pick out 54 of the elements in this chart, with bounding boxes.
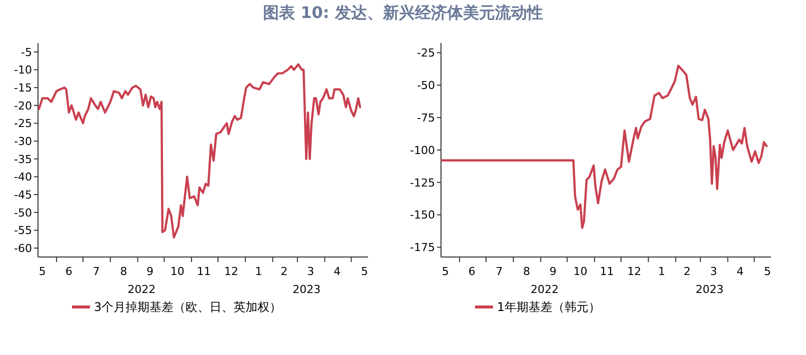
x-tick-label: 9 [146,265,154,278]
text: 2023 [292,283,321,296]
x-tick-label: 2 [280,265,288,278]
y-tick-label: -15 [14,81,32,94]
x-tick-label: 8 [120,265,128,278]
x-tick-label: 9 [550,265,557,278]
y-tick-label: -20 [14,99,32,112]
x-tick-label: 10 [573,265,588,278]
x-tick-label: 5 [360,265,368,278]
y-tick-label: -25 [14,117,32,130]
y-tick-label: -75 [417,111,435,124]
x-tick-label: 6 [65,265,72,278]
x-tick-label: 5 [38,265,46,278]
y-tick-label: -35 [14,152,32,166]
y-tick-label: -55 [14,224,32,238]
x-tick-label: 11 [196,265,211,278]
y-tick-label: -45 [14,188,32,202]
y-tick-label: -25 [417,46,435,60]
text: 2022 [530,283,559,296]
x-tick-label: 5 [764,265,771,278]
x-tick-label: 2 [684,265,691,278]
x-tick-label: 3 [710,265,718,278]
text: 2022 [128,283,156,296]
x-tick-label: 3 [307,265,314,278]
y-tick-label: -40 [14,170,32,184]
y-tick-label: -60 [14,242,32,255]
y-tick-label: -30 [14,134,32,148]
x-tick-label: 7 [92,265,100,278]
y-tick-label: -150 [410,208,435,222]
x-tick-label: 7 [496,265,503,278]
line-series [38,63,362,238]
text: 2023 [696,283,724,296]
x-tick-label: 8 [523,265,530,278]
y-tick-label: -50 [417,79,435,92]
y-tick-label: -100 [410,144,435,157]
x-tick-label: 1 [658,265,666,278]
x-tick-label: 12 [224,265,238,278]
x-tick-label: 1 [255,265,262,278]
y-tick-label: -175 [410,241,435,254]
x-tick-label: 4 [736,265,744,278]
x-tick-label: 4 [334,265,341,278]
line-series [440,64,768,229]
y-tick-label: -125 [410,176,435,190]
x-tick-label: 11 [600,265,614,278]
x-tick-label: 6 [468,265,476,278]
x-tick-label: 12 [627,265,642,278]
y-tick-label: -50 [14,206,32,220]
y-tick-label: -5 [21,46,32,59]
y-tick-label: -10 [14,64,32,77]
legend-label: 3个月掉期基差（欧、日、英加权） [94,300,282,314]
x-tick-label: 5 [442,265,449,278]
text: 图表 10: 发达、新兴经济体美元流动性 [263,3,543,22]
legend-label: 1年期基差（韩元） [497,300,601,314]
x-tick-label: 10 [170,265,184,278]
